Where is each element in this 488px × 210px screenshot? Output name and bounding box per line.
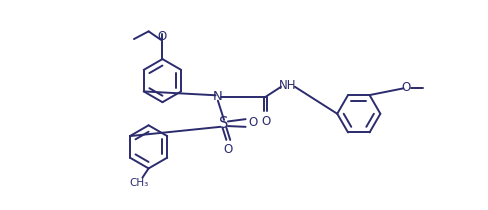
Text: O: O [248,117,257,130]
Text: S: S [219,116,228,131]
Text: N: N [213,90,223,103]
Text: O: O [261,114,270,127]
Text: O: O [157,30,166,43]
Text: NH: NH [278,79,295,92]
Text: O: O [223,143,232,156]
Text: O: O [400,81,409,94]
Text: CH₃: CH₃ [129,178,149,188]
